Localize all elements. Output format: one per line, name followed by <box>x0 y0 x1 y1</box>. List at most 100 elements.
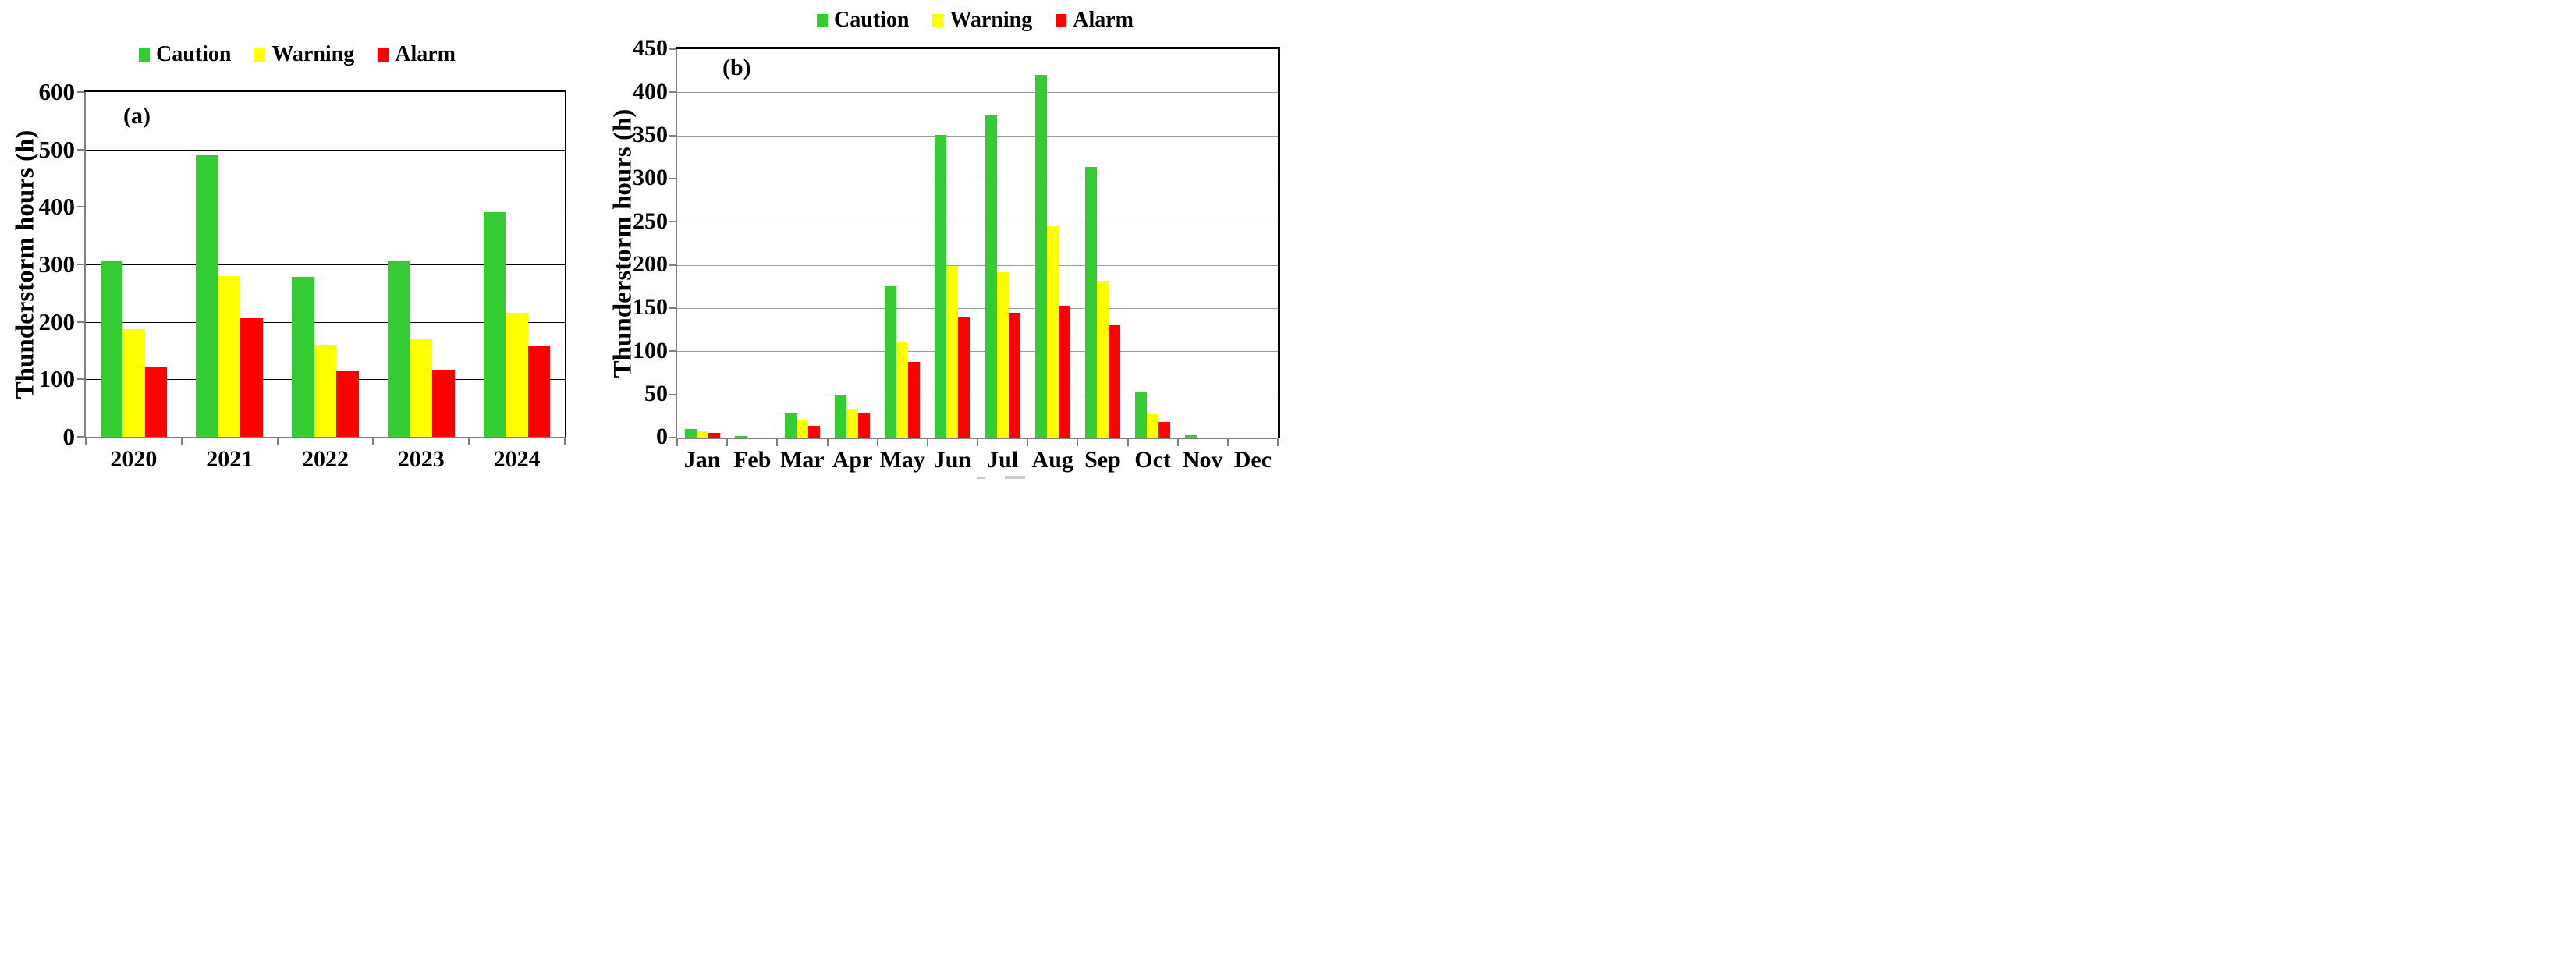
x-tick-5 <box>564 438 566 445</box>
x-label-sep: Sep <box>1084 447 1121 473</box>
y-tick-100 <box>669 350 676 353</box>
x-label-oct: Oct <box>1134 447 1171 473</box>
y-tick-label-300: 300 <box>38 250 76 278</box>
legend-label-warning: Warning <box>949 8 1033 32</box>
y-tick-100 <box>77 378 84 381</box>
bar-caution-apr <box>835 394 847 438</box>
bar-alarm-mar <box>807 425 820 438</box>
y-tick-label-200: 200 <box>633 251 668 278</box>
y-tick-300 <box>77 264 84 265</box>
bar-group-sep <box>1077 49 1127 438</box>
bar-warning-jul <box>996 271 1009 438</box>
y-tick-label-100: 100 <box>633 337 668 363</box>
legend-item-alarm: Alarm <box>378 44 456 66</box>
bar-alarm-2022 <box>336 371 359 437</box>
y-tick-label-400: 400 <box>38 193 76 221</box>
bar-alarm-oct <box>1158 422 1171 438</box>
plot-area: 0 50 100 150 200 250 300 350 400 450 Jan Feb Mar Apr M… <box>633 37 1280 472</box>
artifact-smudge <box>1005 476 1025 479</box>
bar-caution-nov <box>1185 434 1198 438</box>
x-label-mar: Mar <box>780 447 825 473</box>
bar-alarm-sep <box>1108 325 1120 438</box>
x-label-jul: Jul <box>987 447 1019 473</box>
bar-caution-2023 <box>388 261 410 437</box>
y-tick-label-350: 350 <box>633 122 668 148</box>
legend-item-caution: Caution <box>816 8 910 32</box>
bar-caution-sep <box>1084 166 1097 438</box>
gridline-400 <box>677 92 1278 94</box>
bar-group-feb <box>727 49 777 438</box>
legend-item-alarm: Alarm <box>1056 9 1134 31</box>
bar-group-aug <box>1027 49 1077 438</box>
y-tick-400 <box>669 91 676 94</box>
y-tick-450 <box>669 48 676 50</box>
y-tick-600 <box>77 91 84 93</box>
x-label-2021: 2021 <box>206 446 254 472</box>
legend-label-alarm: Alarm <box>395 42 456 66</box>
gridline-300 <box>86 264 565 265</box>
y-tick-label-400: 400 <box>633 78 668 105</box>
y-tick-50 <box>669 393 676 395</box>
y-tick-label-0: 0 <box>656 424 668 450</box>
border-right <box>1278 47 1280 438</box>
bar-group-oct <box>1128 49 1178 438</box>
bar-warning-apr <box>846 409 859 438</box>
panel-label-b: (b) <box>722 55 751 80</box>
y-tick-label-300: 300 <box>633 165 668 191</box>
x-tick-4 <box>876 439 878 446</box>
x-tick-12 <box>1277 439 1279 446</box>
y-tick-400 <box>77 206 84 208</box>
gridline-150 <box>677 308 1278 309</box>
y-tick-500 <box>77 148 84 151</box>
x-tick-1 <box>180 438 183 445</box>
bar-group-mar <box>777 49 827 438</box>
x-tick-3 <box>372 438 374 445</box>
border-top <box>676 47 1280 49</box>
x-tick-4 <box>468 438 470 445</box>
y-tick-350 <box>669 134 676 137</box>
bar-caution-jan <box>684 428 697 438</box>
y-tick-150 <box>669 307 676 309</box>
plot-area: 0 100 200 300 400 500 600 2020 2021 2022 2023 2024 <box>39 80 566 471</box>
bar-warning-2020 <box>122 328 145 437</box>
y-axis-title: Thunderstorm hours (h) <box>609 108 637 378</box>
x-label-2022: 2022 <box>301 446 349 472</box>
bar-alarm-2020 <box>144 367 168 437</box>
x-label-apr: Apr <box>832 447 873 473</box>
axis-bottom <box>84 437 566 438</box>
x-tick-1 <box>726 439 729 446</box>
bar-alarm-jan <box>708 433 720 438</box>
gridline-500 <box>86 149 565 151</box>
y-tick-label-150: 150 <box>633 294 668 321</box>
bar-warning-2021 <box>218 275 241 437</box>
artifact-smudge <box>977 477 985 479</box>
y-tick-300 <box>669 178 676 179</box>
x-tick-9 <box>1127 439 1129 446</box>
legend-label-caution: Caution <box>833 8 910 32</box>
y-tick-label-450: 450 <box>633 35 668 62</box>
y-tick-label-200: 200 <box>38 307 76 335</box>
bar-warning-2022 <box>314 345 337 437</box>
axis-bottom <box>676 438 1279 439</box>
gridline-200 <box>677 264 1278 266</box>
x-label-2024: 2024 <box>493 446 541 472</box>
legend-item-warning: Warning <box>932 9 1032 31</box>
bar-alarm-apr <box>858 413 871 438</box>
x-tick-3 <box>826 439 829 446</box>
bar-warning-mar <box>796 420 808 438</box>
bar-caution-feb <box>734 435 747 438</box>
x-tick-11 <box>1226 439 1229 446</box>
bar-group-2024 <box>469 92 565 437</box>
y-tick-label-0: 0 <box>62 422 76 450</box>
y-tick-0 <box>669 437 676 438</box>
x-label-2020: 2020 <box>110 446 158 472</box>
bar-caution-2022 <box>292 277 314 437</box>
bar-alarm-may <box>908 361 921 438</box>
bar-warning-may <box>896 342 909 438</box>
x-tick-2 <box>276 438 279 445</box>
y-tick-label-100: 100 <box>38 365 76 393</box>
x-tick-2 <box>776 439 779 446</box>
bar-warning-jun <box>946 265 959 438</box>
bar-warning-2023 <box>410 339 433 437</box>
bar-group-2021 <box>182 92 278 437</box>
